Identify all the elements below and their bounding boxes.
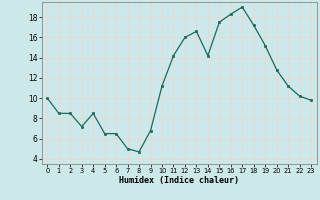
X-axis label: Humidex (Indice chaleur): Humidex (Indice chaleur) [119, 176, 239, 185]
